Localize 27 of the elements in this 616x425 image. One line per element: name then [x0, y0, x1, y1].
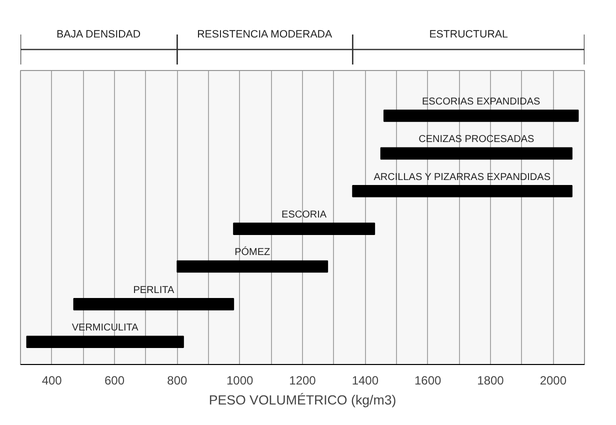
y-tick-label: PÓMEZ: [234, 246, 270, 258]
x-tick-label: 600: [104, 374, 125, 388]
band-label: ESTRUCTURAL: [429, 28, 508, 40]
y-tick-label: ESCORIAS EXPANDIDAS: [422, 96, 541, 108]
bar: [380, 147, 572, 160]
bar: [233, 222, 376, 235]
x-tick-label: 1800: [477, 374, 504, 388]
bar: [26, 336, 184, 348]
bar: [383, 110, 579, 122]
bar: [176, 260, 328, 273]
band-label: RESISTENCIA MODERADA: [197, 28, 333, 40]
x-tick-label: 800: [167, 374, 188, 388]
x-tick-label: 1400: [352, 374, 379, 388]
x-tick-label: 1600: [414, 374, 442, 388]
y-tick-label: PERLITA: [133, 284, 174, 296]
x-tick-label: 2000: [540, 374, 567, 388]
x-tick-label: 1000: [226, 374, 254, 388]
band-label: BAJA DENSIDAD: [56, 28, 141, 40]
x-tick-label: 1200: [289, 374, 316, 388]
y-tick-label: VERMICULITA: [72, 322, 139, 334]
bar: [352, 184, 572, 198]
y-tick-label: CENIZAS PROCESADAS: [418, 134, 535, 146]
y-tick-label: ARCILLAS Y PIZARRAS EXPANDIDAS: [374, 172, 551, 183]
x-axis-title: PESO VOLUMÉTRICO (kg/m3): [208, 392, 396, 408]
bar: [73, 298, 234, 310]
y-tick-label: ESCORIA: [282, 210, 327, 221]
x-tick-label: 400: [42, 374, 62, 388]
